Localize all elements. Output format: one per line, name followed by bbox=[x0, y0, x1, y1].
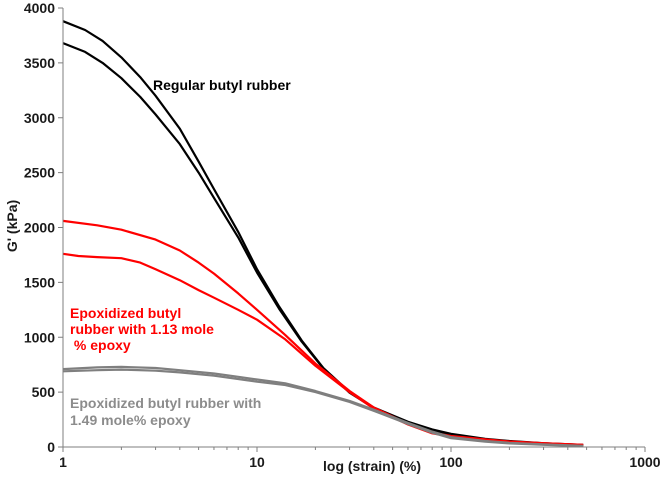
series-line-1 bbox=[62, 20, 584, 446]
x-tick-label-0: 1 bbox=[59, 454, 67, 470]
series-layer bbox=[62, 20, 584, 448]
y-tick-label-1: 500 bbox=[32, 384, 56, 400]
annotation-1-line-1: Regular butyl rubber bbox=[153, 77, 291, 93]
annotation-2-line-3: % epoxy bbox=[70, 337, 131, 353]
y-tick-label-2: 1000 bbox=[24, 329, 55, 345]
x-tick-label-2: 100 bbox=[439, 454, 463, 470]
y-tick-label-3: 1500 bbox=[24, 274, 55, 290]
series-line-6 bbox=[62, 368, 584, 448]
annotation-layer: Regular butyl rubber Epoxidized butyl rubb… bbox=[70, 77, 291, 428]
y-tick-label-6: 3000 bbox=[24, 110, 55, 126]
annotation-2-line-2: rubber with 1.13 mole bbox=[70, 321, 214, 337]
annotation-2-line-1: Epoxidized butyl bbox=[70, 305, 181, 321]
annotation-1: Regular butyl rubber bbox=[153, 77, 291, 93]
y-tick-label-0: 0 bbox=[47, 439, 55, 455]
axes-layer bbox=[62, 8, 645, 448]
y-tick-label-4: 2000 bbox=[24, 220, 55, 236]
x-axis-title: log (strain) (%) bbox=[323, 458, 421, 474]
ticks-layer: 0 500 1000 1500 2000 2500 3000 3500 4000 1 10 100 10… bbox=[24, 0, 661, 470]
annotation-2: Epoxidized butyl rubber with 1.13 mole % … bbox=[70, 305, 214, 353]
y-tick-label-5: 2500 bbox=[24, 165, 55, 181]
annotation-3-line-1: Epoxidized butyl rubber with bbox=[70, 395, 261, 411]
annotation-3: Epoxidized butyl rubber with 1.49 mole% e… bbox=[70, 395, 261, 428]
annotation-3-line-2: 1.49 mole% epoxy bbox=[70, 412, 191, 428]
x-tick-label-1: 10 bbox=[249, 454, 265, 470]
y-axis-title: G' (kPa) bbox=[4, 200, 20, 252]
y-tick-label-8: 4000 bbox=[24, 0, 55, 16]
series-line-2 bbox=[62, 42, 584, 447]
x-tick-label-3: 1000 bbox=[629, 454, 660, 470]
y-tick-label-7: 3500 bbox=[24, 55, 55, 71]
